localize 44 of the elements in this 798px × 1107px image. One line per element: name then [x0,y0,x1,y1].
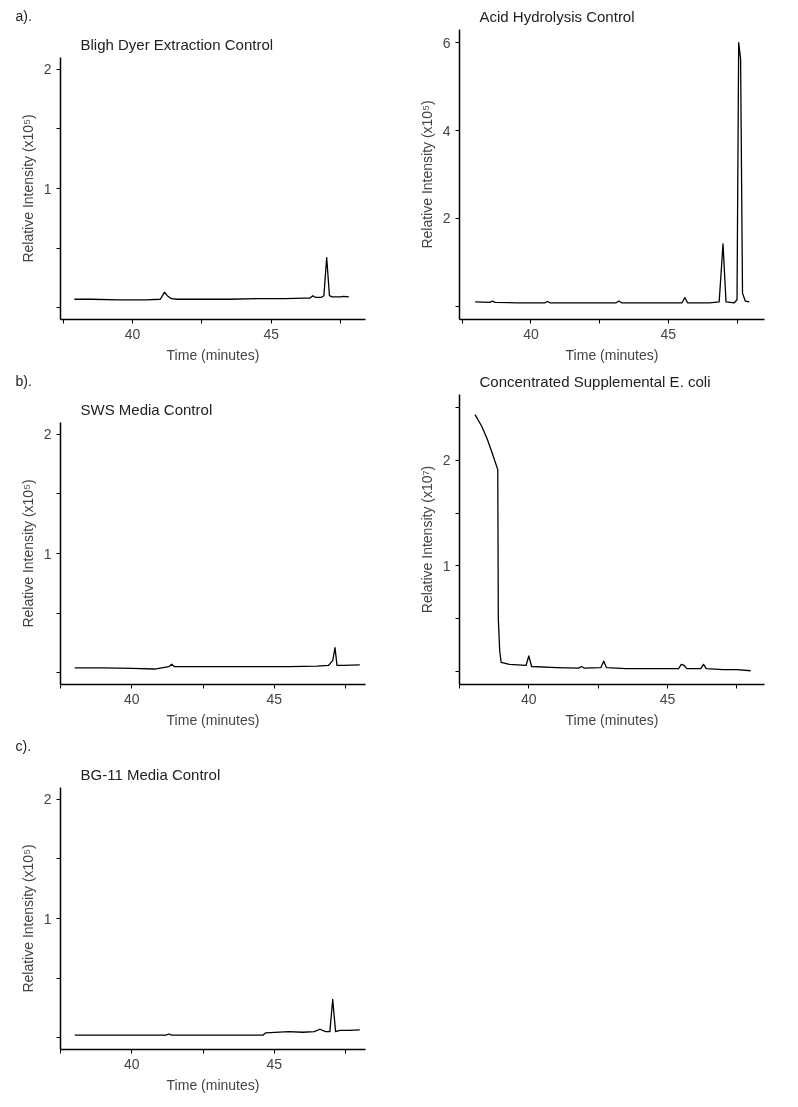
y-axis-title: Relative Intensity (x10⁷) [418,465,435,614]
x-tick-label: 40 [123,690,140,707]
x-tick-label: 45 [660,325,677,342]
y-tick-label: 1 [43,545,52,562]
chart-title: Bligh Dyer Extraction Control [80,35,274,53]
x-tick-label: 45 [263,325,280,342]
chart-title: SWS Media Control [80,400,213,418]
x-tick-label: 40 [523,325,539,342]
text: b). [15,372,32,389]
line-series [474,413,752,672]
x-axis-title: Time (minutes) [166,346,260,363]
chart-title: Acid Hydrolysis Control [479,7,635,25]
y-tick-label: 2 [43,61,52,78]
chart-title: BG-11 Media Control [80,765,221,783]
y-axis-title: Relative Intensity (x10⁵) [19,479,36,628]
y-tick-label: 2 [43,791,52,808]
line-series [474,42,751,304]
y-tick-label: 2 [43,426,52,443]
y-axis-title: Relative Intensity (x10⁵) [19,114,36,263]
line-series [73,256,350,301]
x-tick-label: 40 [123,1055,140,1072]
x-tick-label: 45 [266,1055,283,1072]
y-axis-title: Relative Intensity (x10⁵) [418,100,435,249]
x-axis-title: Time (minutes) [565,346,659,363]
y-tick-label: 1 [442,557,451,574]
x-axis-title: Time (minutes) [166,1076,260,1093]
y-tick-label: 6 [442,34,451,51]
x-axis-title: Time (minutes) [565,711,659,728]
x-axis-title: Time (minutes) [166,711,260,728]
x-tick-label: 40 [521,690,537,707]
text: c). [15,737,32,754]
y-tick-label: 2 [442,452,451,469]
y-tick-label: 2 [442,210,451,227]
y-axis-title: Relative Intensity (x10⁵) [19,844,36,993]
line-series [74,998,361,1036]
x-tick-label: 45 [266,690,283,707]
y-tick-label: 1 [43,180,52,197]
x-tick-label: 45 [659,690,676,707]
text: a). [15,7,32,24]
line-series [74,646,361,670]
y-tick-label: 4 [442,122,451,139]
x-tick-label: 40 [124,325,141,342]
chart-title: Concentrated Supplemental E. coli [479,372,711,390]
y-tick-label: 1 [43,910,52,927]
